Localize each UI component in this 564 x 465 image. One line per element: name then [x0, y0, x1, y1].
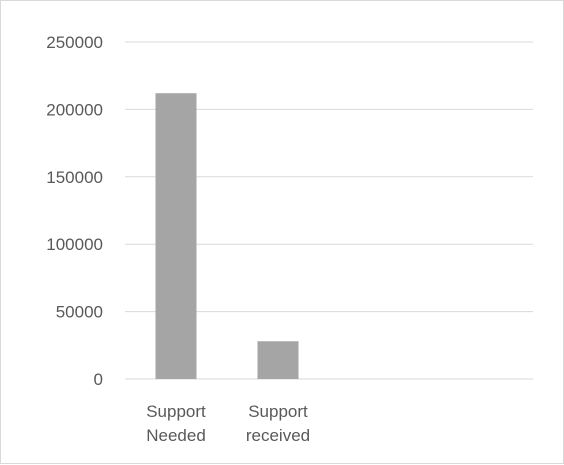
y-tick-label: 0 — [94, 370, 103, 389]
x-tick-label: received — [246, 426, 310, 445]
x-tick-label: Support — [146, 402, 206, 421]
y-tick-label: 250000 — [46, 33, 103, 52]
x-tick-label: Needed — [146, 426, 206, 445]
bar — [257, 341, 299, 379]
bar — [155, 93, 197, 379]
y-tick-label: 100000 — [46, 235, 103, 254]
y-tick-label: 150000 — [46, 168, 103, 187]
x-tick-label: Support — [248, 402, 308, 421]
y-tick-label: 200000 — [46, 100, 103, 119]
y-tick-label: 50000 — [56, 303, 103, 322]
